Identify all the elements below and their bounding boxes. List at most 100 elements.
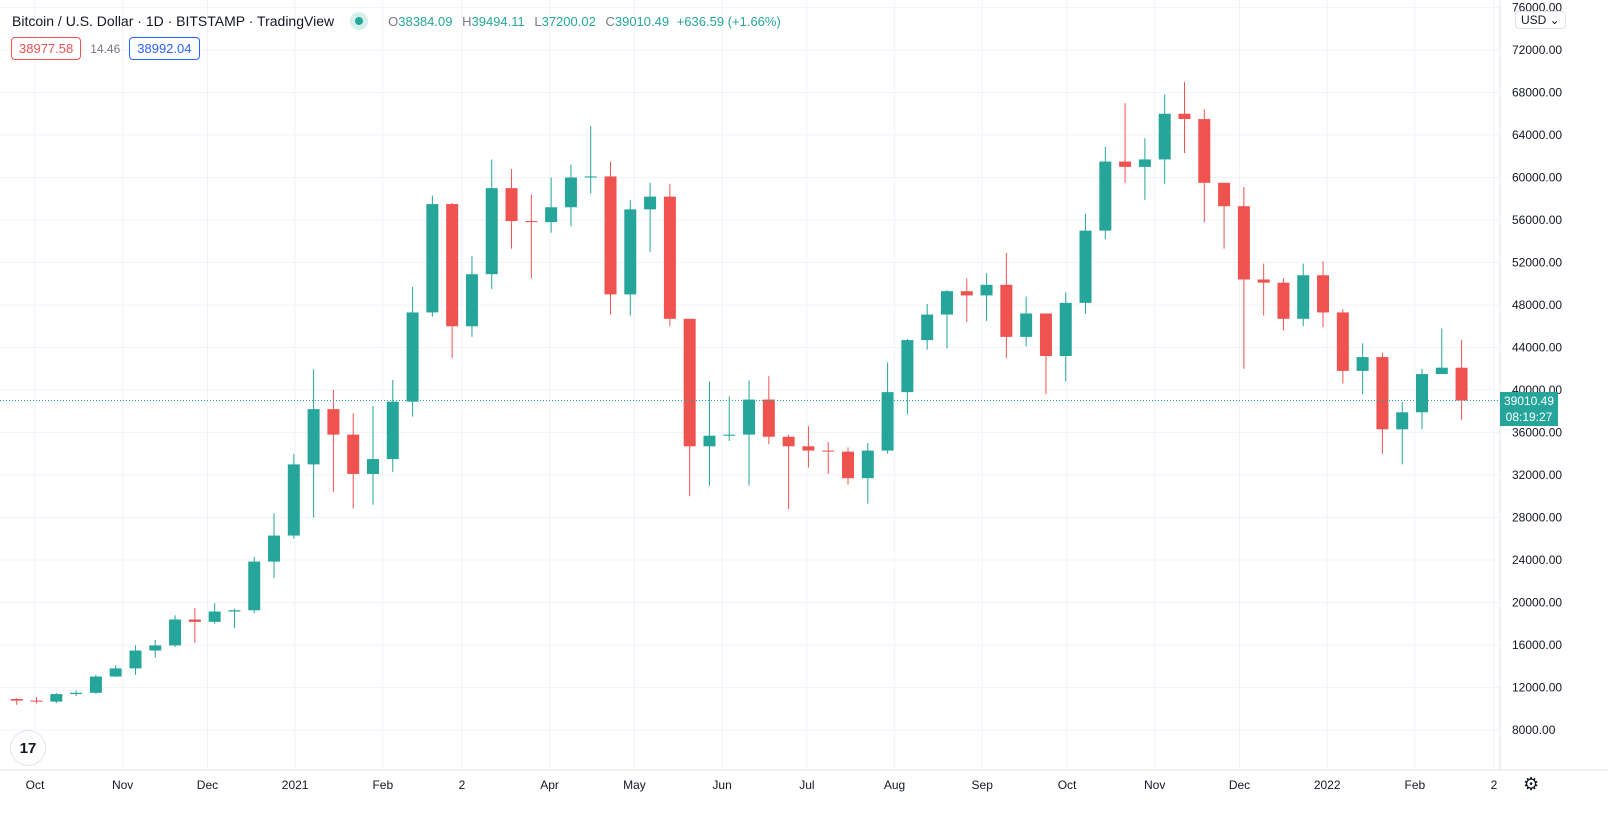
candle-body <box>604 176 617 295</box>
time-tick-label: Oct <box>1058 778 1077 792</box>
candle-body <box>980 284 993 296</box>
candle <box>564 164 577 227</box>
candle-body <box>1138 159 1151 167</box>
candle-body <box>584 176 597 178</box>
candle <box>1138 138 1151 200</box>
candle <box>1317 261 1330 328</box>
candle-body <box>89 676 102 693</box>
price-tick-label: 12000.00 <box>1512 681 1562 695</box>
candle <box>782 434 795 509</box>
price-tick-label: 36000.00 <box>1512 426 1562 440</box>
candle-body <box>663 196 676 319</box>
candle <box>446 203 459 359</box>
symbol-title[interactable]: Bitcoin / U.S. Dollar · 1D · BITSTAMP · … <box>12 13 335 29</box>
tradingview-logo-icon[interactable]: 17 <box>10 730 46 766</box>
candle-body <box>743 399 756 435</box>
candle-body <box>881 392 894 451</box>
candle-body <box>268 535 281 562</box>
candle-body <box>940 291 953 315</box>
candle <box>901 339 914 415</box>
candles <box>10 81 1468 705</box>
time-axis[interactable]: Oct Nov Dec 2021 Feb 2 Apr May Jun Jul Aug Sep Oct No… <box>26 778 1498 792</box>
candle-body <box>248 561 261 611</box>
candle <box>703 381 716 486</box>
candle <box>406 286 419 417</box>
candle-body <box>822 450 835 452</box>
candle-body <box>347 434 360 474</box>
candle-body <box>802 446 815 451</box>
candle-body <box>228 610 241 612</box>
sell-button[interactable]: 38977.58 <box>11 37 82 60</box>
candle-body <box>1099 161 1112 231</box>
price-tick-label: 32000.00 <box>1512 468 1562 482</box>
candle <box>1158 94 1171 184</box>
time-tick-label: Dec <box>1229 778 1250 792</box>
candle-body <box>149 645 162 651</box>
price-tick-label: 56000.00 <box>1512 213 1562 227</box>
candle <box>644 182 657 252</box>
time-tick-label: Sep <box>972 778 994 792</box>
gear-icon[interactable]: ⚙ <box>1523 774 1540 794</box>
candle <box>347 413 360 509</box>
time-tick-label: 2 <box>1491 778 1498 792</box>
candle-body <box>1059 302 1072 356</box>
price-tick-label: 16000.00 <box>1512 638 1562 652</box>
candle-body <box>50 694 63 702</box>
price-axis[interactable]: 76000.0072000.0068000.0064000.0060000.00… <box>1512 1 1562 738</box>
candle <box>426 195 439 317</box>
candle <box>248 556 261 614</box>
candle <box>1356 343 1369 395</box>
candle <box>960 278 973 322</box>
candle-body <box>861 450 874 479</box>
candle-body <box>327 409 340 435</box>
candle <box>30 697 43 704</box>
candle <box>1376 352 1389 454</box>
candle <box>881 362 894 454</box>
candle <box>604 161 617 315</box>
candle-body <box>70 692 83 695</box>
candle-body <box>1277 282 1290 319</box>
candle <box>762 376 775 445</box>
candle-body <box>109 668 122 677</box>
candle-body <box>545 207 558 223</box>
candle <box>1416 368 1429 430</box>
spread-value: 14.46 <box>90 41 121 56</box>
candle <box>1277 278 1290 331</box>
grid <box>0 0 1500 770</box>
candle-body <box>426 204 439 313</box>
candle-body <box>1356 357 1369 371</box>
candle <box>861 443 874 504</box>
price-tick-label: 20000.00 <box>1512 596 1562 610</box>
candle-body <box>1119 161 1132 167</box>
candle-body <box>1317 275 1330 313</box>
price-tick-label: 68000.00 <box>1512 86 1562 100</box>
buy-button[interactable]: 38992.04 <box>129 37 200 60</box>
candle <box>1435 328 1448 375</box>
candle <box>149 639 162 658</box>
close-value: 39010.49 <box>614 13 670 29</box>
candle <box>228 608 241 628</box>
currency-select[interactable]: USD ⌄ <box>1515 11 1566 29</box>
change-value: +636.59 (+1.66%) <box>676 13 781 29</box>
time-tick-label: May <box>623 778 646 792</box>
candle <box>1336 309 1349 384</box>
candle-body <box>1455 367 1468 401</box>
candle-body <box>782 436 795 447</box>
candle-body <box>703 435 716 447</box>
candle-body <box>624 209 637 295</box>
last-price-value: 39010.49 <box>1503 394 1555 408</box>
candle-body <box>1237 206 1250 280</box>
candle-body <box>1257 279 1270 283</box>
candle <box>584 125 597 194</box>
candle-body <box>1416 374 1429 413</box>
candle <box>268 513 281 579</box>
candle-body <box>465 274 478 327</box>
time-tick-label: Nov <box>1144 778 1165 792</box>
time-tick-label: 2021 <box>282 778 309 792</box>
candle <box>1237 187 1250 369</box>
candle-body <box>208 611 221 622</box>
price-tick-label: 60000.00 <box>1512 171 1562 185</box>
candle-body <box>683 318 696 447</box>
candle-body <box>10 698 23 701</box>
